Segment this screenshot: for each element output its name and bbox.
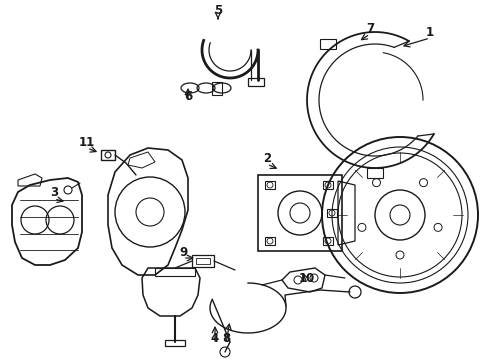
Bar [323,181,333,189]
Text: 9: 9 [179,246,187,258]
Bar [327,209,337,217]
Bar [265,237,275,245]
Text: 1: 1 [426,26,434,39]
Bar [196,258,210,264]
Text: 2: 2 [263,152,271,165]
Text: 10: 10 [299,271,315,284]
Text: 5: 5 [214,4,222,17]
Bar [323,237,333,245]
Text: 11: 11 [79,135,95,148]
Bar [192,255,214,267]
Bar [155,268,195,276]
Text: 8: 8 [222,332,230,345]
Text: 7: 7 [366,22,374,35]
Text: 6: 6 [184,90,192,103]
Bar [265,181,275,189]
Text: 3: 3 [50,186,58,199]
Text: 4: 4 [211,332,219,345]
Bar [165,340,185,346]
Bar [248,78,264,86]
